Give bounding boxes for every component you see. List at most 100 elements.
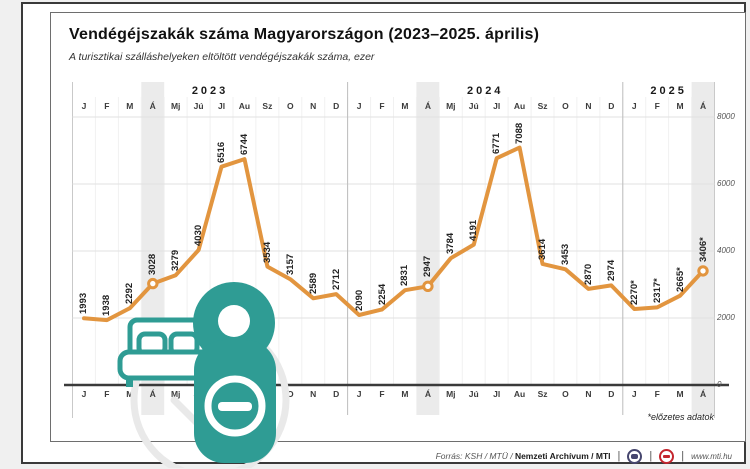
month-label-bottom: D [608, 389, 615, 399]
month-label-top: Mj [446, 101, 456, 111]
source-text: Forrás: KSH / MTÜ / Nemzeti Archívum / M… [436, 451, 611, 461]
month-label-top: F [654, 101, 660, 111]
guest-nights-line [82, 145, 705, 323]
y-axis-tick-label: 8000 [717, 112, 735, 121]
month-label-bottom: J [81, 389, 87, 399]
value-label: 3028 [147, 253, 159, 275]
year-label: 2025 [650, 85, 687, 97]
value-label: 3157 [284, 254, 296, 276]
month-label-bottom: J [356, 389, 362, 399]
bed-icon [117, 317, 223, 387]
month-label-top: N [310, 101, 317, 111]
mti-logo-icon [659, 448, 675, 464]
month-label-bottom: Á [699, 389, 707, 399]
source-bold: Nemzeti Archívum / MTI [514, 451, 611, 461]
value-label: 2947 [422, 256, 434, 278]
month-label-top: M [401, 101, 409, 111]
minus-circle-icon [204, 375, 266, 437]
value-label: 2254 [376, 284, 388, 306]
month-label-bottom: F [654, 389, 660, 399]
month-label-top: M [126, 101, 134, 111]
month-label-top: O [562, 101, 569, 111]
month-label-top: M [676, 101, 684, 111]
month-label-top: D [608, 101, 615, 111]
month-label-bottom: J [631, 389, 637, 399]
value-label: 2589 [307, 273, 319, 295]
footer: Forrás: KSH / MTÜ / Nemzeti Archívum / M… [436, 445, 732, 467]
month-label-bottom: Au [513, 389, 526, 399]
month-label-bottom: F [379, 389, 385, 399]
value-label: 7088 [514, 122, 526, 144]
value-label: 2090 [353, 289, 365, 311]
month-label-bottom: Sz [537, 389, 548, 399]
source-prefix: Forrás: KSH / MTÜ / [435, 451, 515, 461]
month-label-bottom: O [562, 389, 569, 399]
month-label-bottom: Jú [468, 389, 479, 399]
month-label-top: Á [424, 101, 431, 111]
value-label: 3784 [445, 233, 457, 255]
mtva-logo-icon [627, 448, 643, 464]
month-label-bottom: Mj [170, 389, 181, 399]
value-label: 1993 [78, 293, 90, 315]
april-data-marker [697, 265, 709, 277]
value-label: 3406* [697, 237, 709, 262]
value-label: 4191 [468, 219, 480, 241]
month-label-top: Jl [217, 101, 226, 111]
value-label: 6771 [491, 133, 503, 155]
footer-separator: | [681, 450, 685, 462]
month-label-bottom: O [287, 389, 294, 399]
minus-icon [218, 402, 252, 411]
y-axis-tick-label: 2000 [717, 313, 735, 322]
month-label-bottom: M [126, 389, 134, 399]
value-label: 3279 [170, 250, 182, 272]
preliminary-data-footnote: *előzetes adatok [647, 412, 714, 422]
value-label: 2317* [651, 278, 663, 304]
page-title: Vendégéjszakák száma Magyarországon (202… [69, 26, 540, 43]
month-label-top: Sz [537, 101, 548, 111]
value-label: 6744 [238, 133, 250, 156]
footer-separator: | [617, 450, 621, 462]
month-label-bottom: D [333, 389, 340, 399]
year-label: 2024 [466, 85, 504, 97]
do-not-disturb-hanger-icon [193, 282, 276, 463]
month-label-top: Jl [493, 101, 501, 111]
year-label: 2023 [191, 85, 229, 97]
value-label: 3534 [261, 241, 273, 263]
month-label-top: J [356, 101, 362, 111]
april-highlight-band [691, 82, 715, 415]
month-label-top: D [333, 101, 340, 111]
month-label-top: Jú [193, 101, 204, 111]
value-label: 4030 [193, 224, 205, 246]
footer-separator: | [649, 450, 653, 462]
month-label-top: F [104, 101, 110, 111]
value-label: 2665* [674, 266, 686, 292]
month-label-bottom: Jl [493, 389, 501, 399]
month-label-bottom: N [585, 389, 592, 399]
month-label-bottom: F [104, 389, 110, 399]
month-label-top: Au [513, 101, 526, 111]
value-label: 2870 [582, 263, 594, 285]
value-label: 6516 [216, 141, 228, 163]
month-label-bottom: N [310, 389, 317, 399]
y-axis-tick-label: 0 [717, 380, 722, 389]
month-label-top: Jú [468, 101, 479, 111]
website-text: www.mti.hu [691, 451, 732, 461]
value-label: 2712 [330, 269, 342, 291]
value-label: 2270* [628, 280, 640, 305]
month-label-top: Mj [170, 101, 181, 111]
month-label-bottom: Mj [446, 389, 456, 399]
value-label: 2974 [605, 260, 617, 282]
value-label: 3614 [537, 238, 549, 260]
month-label-top: Au [238, 101, 251, 111]
month-label-top: O [287, 101, 294, 111]
month-label-bottom: Á [424, 389, 431, 399]
month-label-top: Sz [262, 101, 273, 111]
month-label-top: J [81, 101, 87, 111]
month-label-top: N [585, 101, 592, 111]
value-label: 3453 [559, 244, 571, 266]
month-label-top: Á [149, 101, 156, 111]
april-data-marker [147, 277, 159, 290]
hotel-watermark-illustration [117, 282, 290, 468]
april-highlight-band [416, 82, 440, 415]
